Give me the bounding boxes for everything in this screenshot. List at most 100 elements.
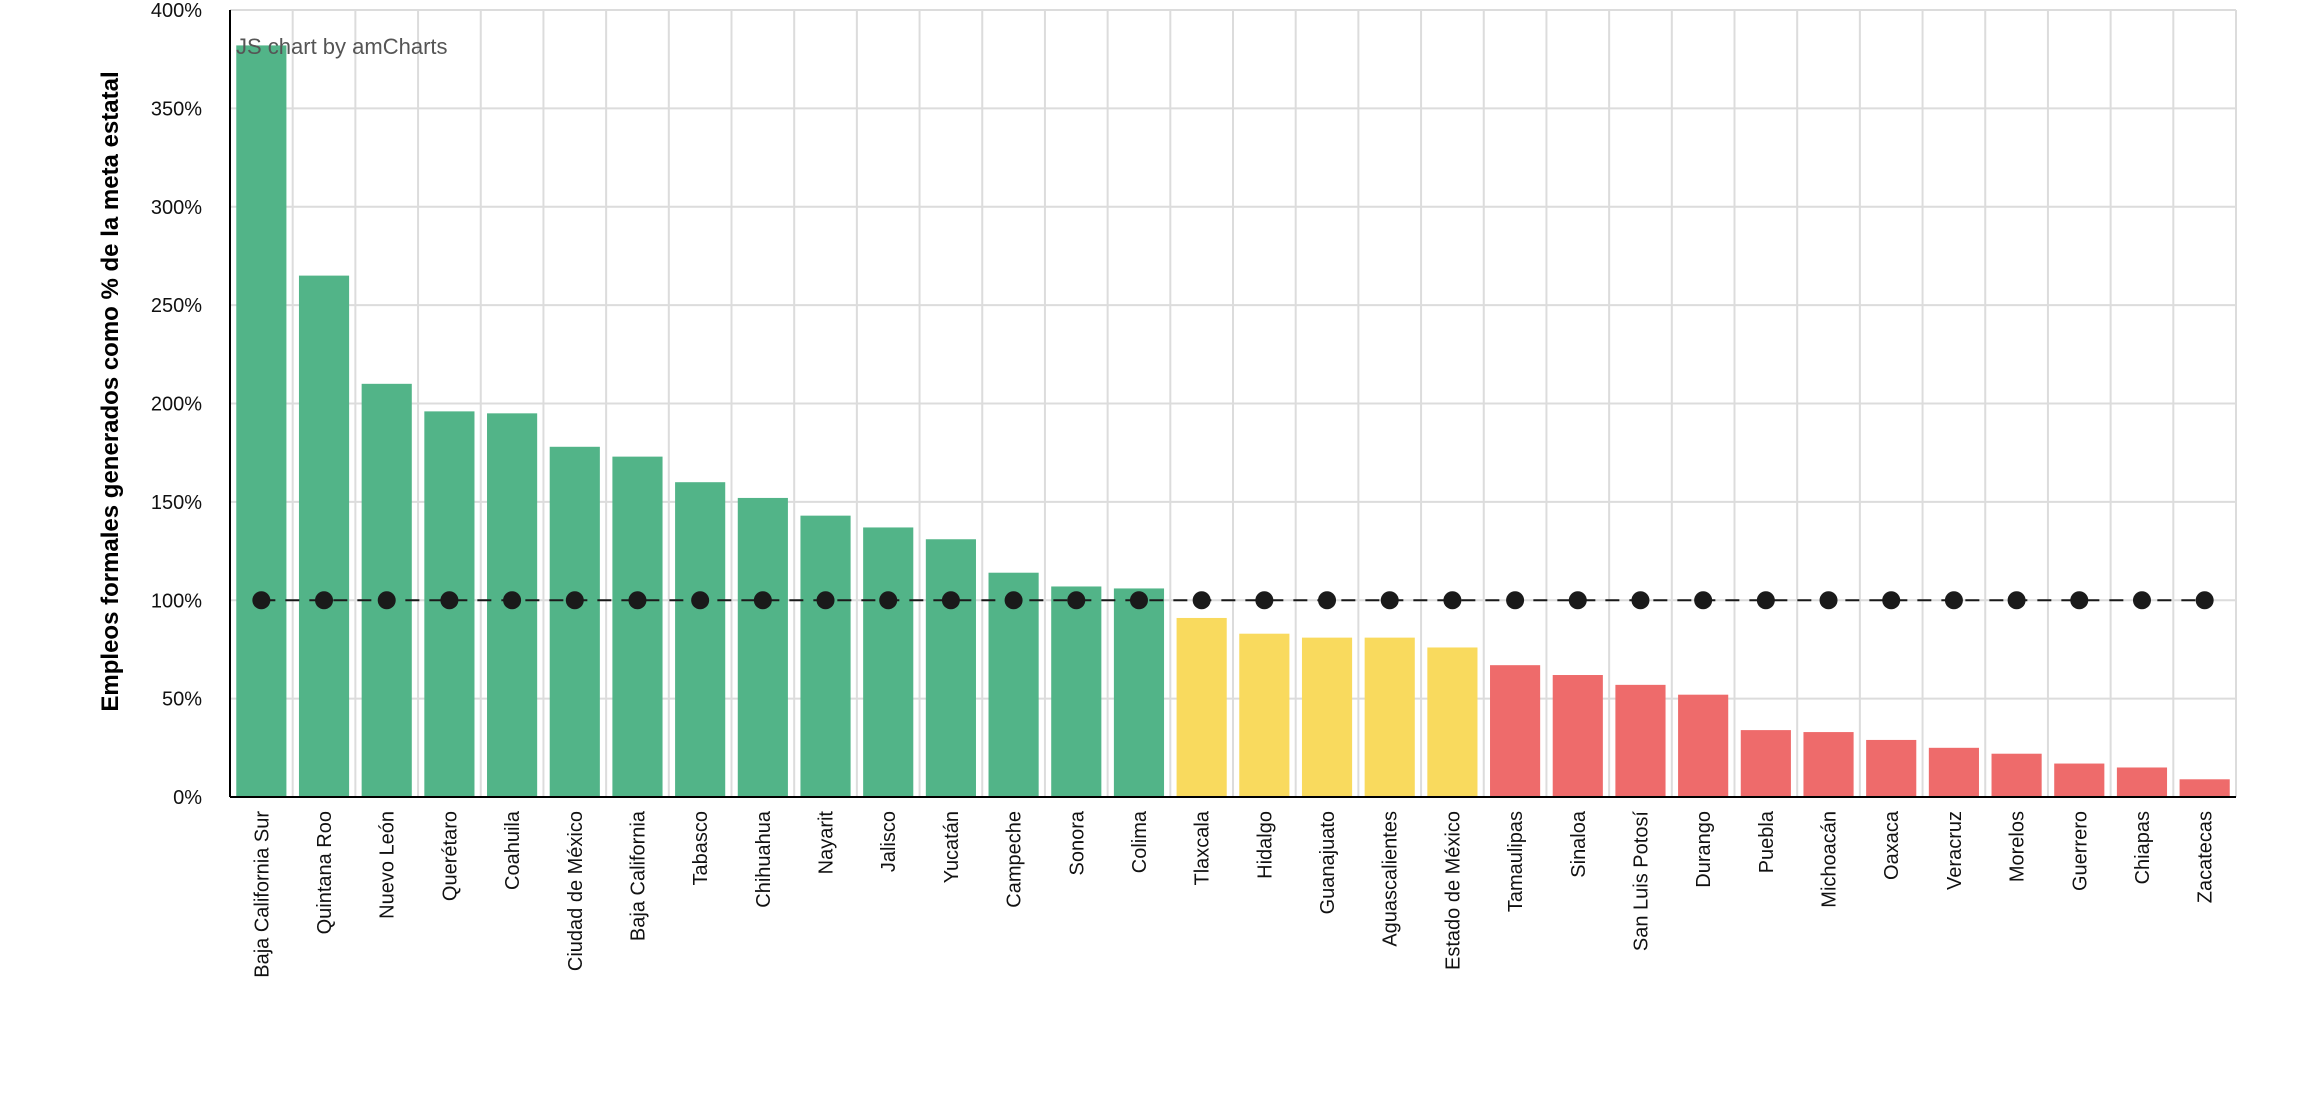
target-point [1506,591,1525,610]
bar [1803,732,1854,797]
target-point [1067,591,1086,610]
target-point [440,591,459,610]
target-point [816,591,835,610]
bars [236,45,2230,798]
target-point [691,591,710,610]
y-tick-label: 100% [151,590,202,612]
bar [1928,747,1979,797]
target-point [2007,591,2026,610]
x-tick-label: Puebla [1756,810,1778,873]
target-point [1255,591,1274,610]
x-tick-label: Durango [1693,811,1715,888]
x-tick-label: Yucatán [941,811,963,883]
x-tick-label: Veracruz [1944,811,1966,890]
bar [675,482,726,797]
amcharts-credit: JS chart by amCharts [236,34,448,59]
y-tick-label: 400% [151,0,202,22]
bar [1866,739,1917,797]
target-point [1380,591,1399,610]
target-point [1944,591,1963,610]
bar [1740,730,1791,797]
target-point [1694,591,1713,610]
target-point [252,591,271,610]
bar [1991,753,2042,797]
target-point [565,591,584,610]
x-tick-label: Campeche [1004,811,1026,908]
x-tick-label: Michoacán [1819,811,1841,908]
target-point [941,591,960,610]
target-point [1568,591,1587,610]
target-point [2070,591,2089,610]
bar [925,539,976,797]
bar [1239,633,1290,797]
x-tick-label: Ciudad de México [565,811,587,971]
x-tick-label: Tamaulipas [1505,811,1527,912]
target-point [1882,591,1901,610]
x-tick-label: Chiapas [2132,811,2154,884]
bar [1427,647,1478,797]
bar [988,572,1039,797]
y-tick-label: 200% [151,394,202,416]
x-tick-label: Baja California [627,810,649,941]
bar [1301,637,1353,797]
target-point [753,591,772,610]
x-tick-label: Aguascalientes [1380,811,1402,947]
x-tick-label: Baja California Sur [251,811,273,978]
x-tick-label: Querétaro [439,811,461,901]
target-point [1318,591,1337,610]
x-tick-label: San Luis Potosí [1630,811,1652,952]
bar [612,456,663,797]
x-tick-label: Jalisco [878,811,900,872]
bar [863,527,914,797]
target-point [1819,591,1838,610]
target-point [1631,591,1650,610]
target-line [252,591,2214,610]
bar [800,515,851,797]
bar [1678,694,1729,797]
x-tick-label: Chihuahua [753,810,775,908]
x-tick-label: Tlaxcala [1192,810,1214,885]
x-axis-tick-labels: Baja California Sur Quintana Roo Nuevo Leó… [251,810,2216,978]
target-point [315,591,334,610]
x-tick-label: Hidalgo [1254,811,1276,879]
x-tick-label: Nuevo León [377,811,399,919]
target-point [503,591,522,610]
y-tick-label: 0% [173,787,202,809]
x-tick-label: Oaxaca [1881,810,1903,880]
target-point [2195,591,2214,610]
bar [2116,767,2168,797]
y-tick-label: 150% [151,492,202,514]
bar [1176,617,1227,797]
x-tick-label: Sinaloa [1568,810,1590,878]
bar [1364,637,1415,797]
bar [2054,763,2105,797]
axes [229,10,2236,798]
grid [229,9,2237,798]
y-axis-tick-labels: 0% 50% 100% 150% 200% 250% 300% 350% 400% [151,0,202,809]
x-tick-label: Colima [1129,810,1151,873]
target-point [2132,591,2151,610]
bar [1051,586,1102,797]
bar [1113,588,1165,797]
x-tick-label: Sonora [1066,810,1088,875]
x-tick-label: Morelos [2007,811,2029,882]
x-tick-label: Quintana Roo [314,811,336,934]
bar [1552,675,1603,797]
x-tick-label: Tabasco [690,811,712,886]
y-tick-label: 350% [151,98,202,120]
bar [361,383,412,797]
x-tick-label: Nayarit [816,811,838,875]
y-tick-label: 50% [162,689,202,711]
target-point [1192,591,1211,610]
x-tick-label: Estado de México [1442,811,1464,970]
target-point [377,591,396,610]
y-tick-label: 300% [151,197,202,219]
target-point [879,591,898,610]
bar [236,45,287,798]
target-point [1443,591,1462,610]
bar [2179,779,2230,797]
target-point [1129,591,1148,610]
x-tick-label: Coahuila [502,810,524,890]
x-tick-label: Guanajuato [1317,811,1339,914]
